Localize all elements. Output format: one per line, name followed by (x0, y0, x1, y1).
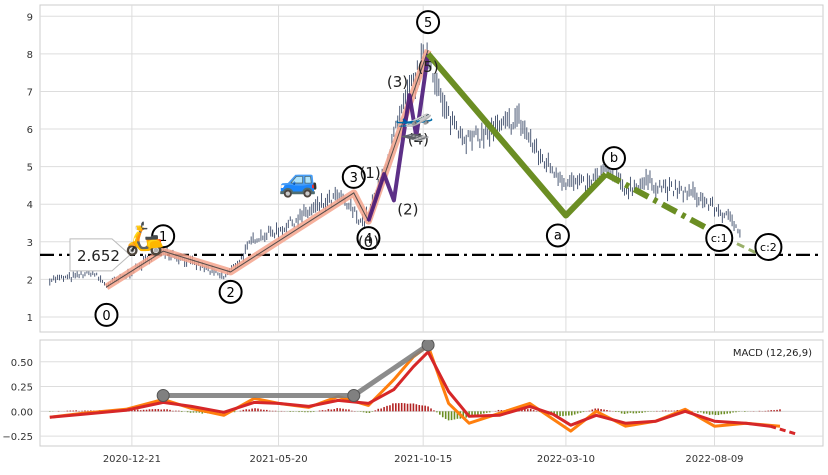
minor-wave-line (366, 53, 431, 222)
wave-marker-circle (545, 223, 570, 248)
wave-marker-circle (151, 224, 176, 249)
wave-marker-circle (218, 279, 243, 304)
wave-marker-label: 2 (226, 286, 234, 301)
price-y-tick-label: 8 (27, 50, 33, 61)
x-tick-label: 2022-08-09 (685, 454, 743, 465)
minor-wave-label: (0) (358, 233, 379, 251)
price-y-tick-label: 5 (27, 163, 33, 174)
price-y-tick-label: 7 (27, 87, 33, 98)
wave-marker-label: 4 (364, 232, 372, 247)
price-y-tick-label: 1 (27, 313, 33, 324)
airplane-icon: 🛫 (395, 105, 435, 143)
macd-y-tick-label: 0.25 (11, 383, 33, 394)
x-tick-label: 2020-12-21 (103, 454, 161, 465)
macd-legend-label: MACD (12,26,9) (733, 348, 812, 359)
price-y-tick-label: 2 (27, 275, 33, 286)
macd-trend-point (421, 340, 435, 352)
minor-wave-label: (3) (387, 73, 408, 91)
wave-marker-circle (601, 146, 626, 171)
macd-y-tick-label: 0.00 (11, 407, 33, 418)
price-y-tick-label: 6 (27, 125, 33, 136)
wave-marker-label: c:2 (760, 241, 777, 254)
macd-y-tick-label: 0.50 (11, 358, 33, 369)
wave-marker-circle (705, 224, 734, 253)
minor-wave-label: (2) (397, 200, 418, 218)
car-icon: 🚙 (279, 161, 319, 199)
minor-wave-label: (4) (408, 131, 429, 149)
signal-line-projection (769, 424, 798, 436)
macd-trend-point (156, 388, 170, 402)
reference-value-label: 2.652 (77, 247, 120, 265)
price-y-tick-label: 4 (27, 200, 33, 211)
price-y-tick-label: 9 (27, 12, 33, 23)
scooter-icon: 🛵 (125, 219, 165, 257)
wave-marker-circle (94, 302, 119, 327)
wave-marker-label: a (554, 228, 562, 243)
wave-marker-label: 0 (102, 309, 110, 324)
wave-marker-label: 3 (350, 171, 358, 186)
wave-marker-label: 5 (424, 16, 432, 31)
wave-marker-label: c:1 (711, 232, 728, 245)
wave-marker-circle (754, 232, 783, 261)
correction-wave-line (425, 51, 609, 219)
minor-wave-label: (1) (359, 164, 380, 182)
minor-wave-label: (5) (417, 58, 438, 76)
wave-marker-label: 1 (159, 230, 167, 245)
wave-marker-circle (416, 10, 441, 35)
signal-line (49, 350, 771, 428)
price-y-tick-label: 3 (27, 238, 33, 249)
wave-marker-label: b (610, 151, 618, 166)
x-tick-label: 2021-05-20 (249, 454, 307, 465)
x-tick-label: 2021-10-15 (394, 454, 452, 465)
x-tick-label: 2022-03-10 (537, 454, 595, 465)
macd-trend-point (347, 388, 361, 402)
wave-marker-circle (341, 164, 366, 189)
correction-wave-projection (604, 171, 727, 241)
macd-y-tick-label: −0.25 (2, 432, 33, 443)
wave-marker-circle (356, 226, 381, 251)
reference-value-tag (69, 238, 131, 272)
